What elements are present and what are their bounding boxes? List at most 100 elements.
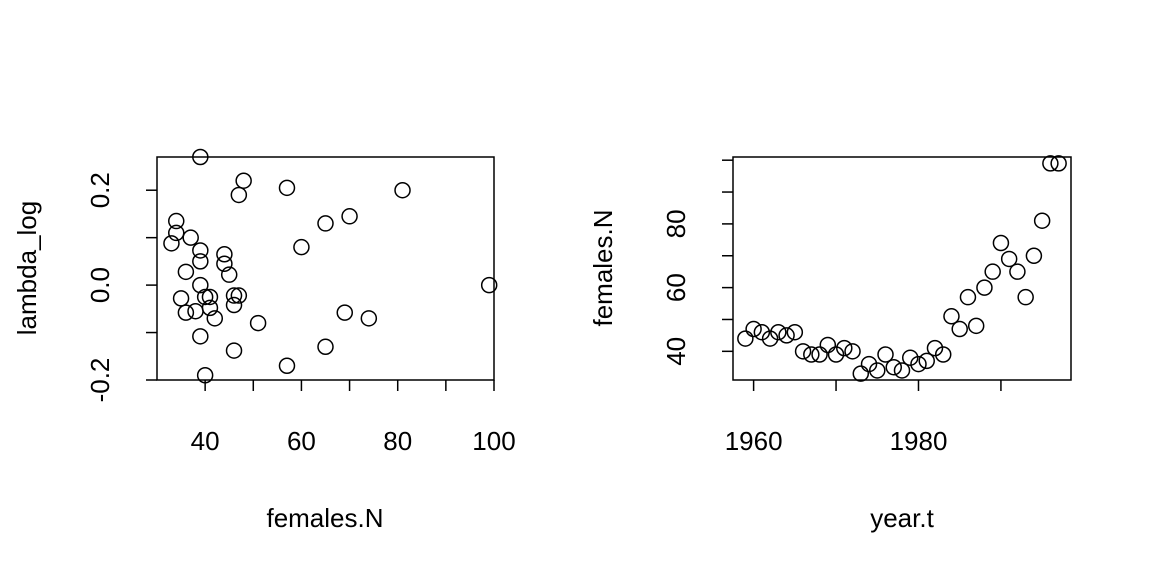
x-axis: 40 60 80 100 [191,380,516,456]
x-tick-label: 1960 [725,426,783,456]
data-point [1017,288,1034,306]
data-point [778,327,795,344]
data-point [201,288,219,306]
data-point [910,355,927,373]
data-point [192,253,209,270]
y-axis-label: females.N [588,209,618,326]
data-point [959,288,977,306]
data-point [901,349,919,366]
data-point [869,362,886,379]
data-point [192,276,209,294]
data-point [951,320,968,338]
data-point [230,287,248,304]
data-point [216,246,233,263]
data-point [745,320,762,338]
data-point [317,215,334,232]
data-point [249,314,267,332]
data-point [168,224,185,242]
data-point [1025,247,1043,265]
data-point [235,172,252,189]
data-point [737,330,754,347]
data-point [1000,250,1018,268]
data-point [1033,212,1051,229]
data-point [196,367,214,384]
data-point [480,276,498,294]
data-point [827,346,845,363]
data-point [225,296,243,314]
plot-frame [156,156,495,381]
data-point [934,346,952,363]
data-point [293,238,310,256]
data-point [811,346,828,363]
y-tick-label: 40 [661,337,691,366]
data-points [163,148,498,384]
x-tick-label: 1980 [890,426,948,456]
data-point [753,323,771,341]
y-tick-label: 60 [661,273,691,302]
data-point [943,308,960,325]
data-point [885,359,903,376]
data-point [168,212,185,230]
data-point [163,235,180,252]
data-point [336,304,354,321]
data-point [1042,155,1059,172]
data-point [192,148,209,166]
y-tick-label: 0.0 [85,267,115,303]
y-tick-label: 80 [661,209,691,238]
data-point [225,287,243,304]
data-point [786,323,804,341]
y-axis: 40 60 80 [661,159,733,366]
x-tick-label: 100 [472,426,515,456]
data-point [893,362,911,379]
data-point [172,290,190,307]
plot-frame [732,156,1072,381]
data-point [196,288,214,306]
data-point [770,323,787,341]
x-axis: 1960 1980 [725,380,1002,456]
x-tick-label: 60 [287,426,316,456]
y-axis-label: lambda_log [12,201,42,335]
data-point [216,255,233,273]
data-point [794,343,812,360]
data-point [984,263,1001,280]
data-point [278,179,296,197]
data-point [819,336,837,354]
data-point [992,234,1010,252]
data-point [860,355,878,373]
data-point [967,317,985,335]
data-point [844,343,861,360]
scatter-panel-right: 1960 1980 40 60 80 year.t females.N [588,155,1072,533]
y-axis: -0.2 0.0 0.2 [85,172,157,402]
data-point [187,302,204,320]
x-axis-label: year.t [870,503,934,533]
data-point [220,266,238,283]
x-axis-label: females.N [266,503,383,533]
y-tick-label: 0.2 [85,172,115,208]
data-point [360,310,378,327]
data-point [877,346,894,363]
data-point [803,346,820,363]
data-point [341,208,358,225]
x-tick-label: 40 [191,426,220,456]
data-point [926,339,944,357]
data-point [976,279,993,296]
data-point [230,186,248,204]
data-point [836,339,853,357]
x-tick-label: 80 [383,426,412,456]
data-point [177,263,195,281]
data-point [206,310,224,327]
data-point [278,357,296,375]
data-point [225,342,243,359]
data-point [317,338,334,356]
data-point [1050,155,1067,172]
data-point [182,229,199,246]
data-point [192,242,209,259]
y-tick-label: -0.2 [85,358,115,403]
data-point [177,304,195,321]
data-point [852,365,870,382]
scatter-panel-left: 40 60 80 100 -0.2 0.0 0.2 females.N lambda_lo… [12,148,516,533]
data-point [761,330,779,347]
data-point [192,328,209,345]
data-points [737,155,1067,382]
